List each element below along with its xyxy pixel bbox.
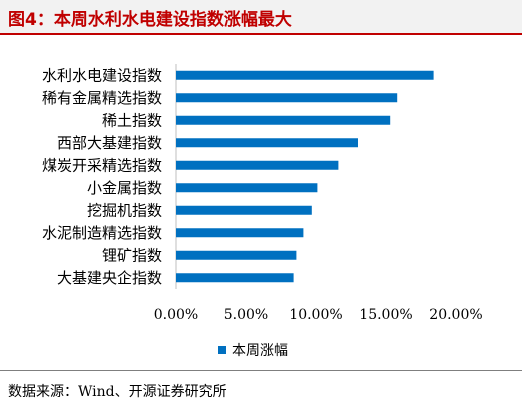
category-label: 水泥制造精选指数	[42, 224, 162, 242]
x-tick-label: 0.00%	[154, 307, 198, 323]
category-label: 大基建央企指数	[57, 269, 162, 287]
category-label: 稀土指数	[102, 111, 162, 129]
bar	[176, 93, 398, 103]
bar	[176, 115, 391, 125]
figure-title: 图4：本周水利水电建设指数涨幅最大	[8, 10, 292, 30]
footer-divider	[0, 370, 522, 371]
x-tick-label: 20.00%	[429, 307, 482, 323]
bar	[176, 273, 294, 283]
legend-label: 本周涨幅	[232, 343, 288, 359]
bar	[176, 70, 434, 80]
bar	[176, 228, 304, 238]
x-tick-label: 15.00%	[359, 307, 412, 323]
bar	[176, 138, 358, 148]
bar	[176, 160, 339, 170]
x-tick-label: 10.00%	[289, 307, 342, 323]
source-note: 数据来源：Wind、开源证券研究所	[8, 384, 227, 400]
bar	[176, 250, 297, 260]
bar	[176, 183, 318, 193]
category-label: 水利水电建设指数	[42, 66, 162, 84]
bar-chart: 水利水电建设指数稀有金属精选指数稀土指数西部大基建指数煤炭开采精选指数小金属指数…	[42, 64, 483, 359]
legend-swatch	[218, 346, 226, 354]
category-label: 西部大基建指数	[57, 134, 162, 152]
category-label: 煤炭开采精选指数	[42, 156, 162, 174]
category-label: 稀有金属精选指数	[42, 89, 162, 107]
title-bar: 图4：本周水利水电建设指数涨幅最大	[0, 0, 522, 35]
category-label: 锂矿指数	[102, 246, 162, 264]
bar	[176, 205, 312, 215]
category-label: 挖掘机指数	[87, 201, 162, 219]
x-tick-label: 5.00%	[224, 307, 268, 323]
category-label: 小金属指数	[87, 179, 162, 197]
